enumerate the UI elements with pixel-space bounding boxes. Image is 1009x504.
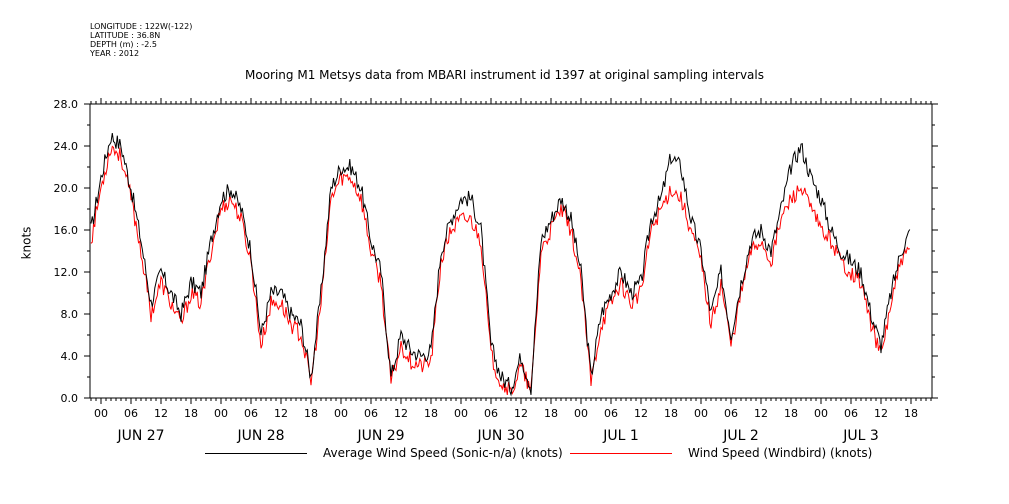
- x-tick-label: 06: [724, 407, 738, 420]
- meta-latitude: LATITUDE : 36.8N: [90, 31, 161, 40]
- x-tick-label: 18: [904, 407, 918, 420]
- meta-year: YEAR : 2012: [90, 49, 140, 58]
- y-tick-label: 12.0: [54, 266, 79, 279]
- x-tick-label: 06: [124, 407, 138, 420]
- x-tick-label: 00: [214, 407, 228, 420]
- y-tick-label: 20.0: [54, 182, 79, 195]
- x-tick-label: 00: [574, 407, 588, 420]
- y-tick-label: 28.0: [54, 98, 79, 111]
- y-tick-label: 0.0: [61, 392, 79, 405]
- x-tick-label: 00: [454, 407, 468, 420]
- x-tick-label: 18: [184, 407, 198, 420]
- x-tick-label: 18: [304, 407, 318, 420]
- legend-line-series1: [205, 453, 307, 454]
- x-day-label: JUL 2: [722, 428, 759, 444]
- x-day-label: JUL 3: [842, 428, 879, 444]
- meta-depth: DEPTH (m) : -2.5: [90, 40, 157, 49]
- legend-line-series2: [570, 453, 672, 454]
- x-tick-label: 12: [754, 407, 768, 420]
- y-tick-label: 8.0: [61, 308, 79, 321]
- x-tick-label: 12: [634, 407, 648, 420]
- x-tick-label: 18: [424, 407, 438, 420]
- chart-title: Mooring M1 Metsys data from MBARI instru…: [245, 68, 764, 82]
- x-day-label: JUL 1: [602, 428, 639, 444]
- y-tick-label: 4.0: [61, 350, 79, 363]
- x-day-label: JUN 28: [236, 428, 284, 444]
- x-day-label: JUN 29: [356, 428, 404, 444]
- x-tick-label: 18: [784, 407, 798, 420]
- x-tick-label: 12: [874, 407, 888, 420]
- x-tick-label: 12: [274, 407, 288, 420]
- meta-longitude: LONGITUDE : 122W(-122): [90, 22, 193, 31]
- x-tick-label: 00: [334, 407, 348, 420]
- y-tick-label: 16.0: [54, 224, 79, 237]
- x-tick-label: 12: [394, 407, 408, 420]
- series-line-1: [90, 133, 911, 397]
- y-tick-label: 24.0: [54, 140, 79, 153]
- x-tick-label: 06: [844, 407, 858, 420]
- x-tick-label: 06: [244, 407, 258, 420]
- x-day-label: JUN 30: [476, 428, 524, 444]
- x-tick-label: 12: [154, 407, 168, 420]
- x-tick-label: 18: [544, 407, 558, 420]
- x-tick-label: 06: [604, 407, 618, 420]
- plot-frame: [89, 103, 933, 399]
- series-line-2: [90, 145, 910, 395]
- x-tick-label: 00: [94, 407, 108, 420]
- legend-label-series1: Average Wind Speed (Sonic-n/a) (knots): [323, 446, 563, 460]
- x-tick-label: 06: [484, 407, 498, 420]
- x-day-label: JUN 27: [116, 428, 164, 444]
- x-tick-label: 18: [664, 407, 678, 420]
- x-tick-label: 06: [364, 407, 378, 420]
- x-tick-label: 12: [514, 407, 528, 420]
- x-tick-label: 00: [814, 407, 828, 420]
- x-tick-label: 00: [694, 407, 708, 420]
- legend-label-series2: Wind Speed (Windbird) (knots): [688, 446, 873, 460]
